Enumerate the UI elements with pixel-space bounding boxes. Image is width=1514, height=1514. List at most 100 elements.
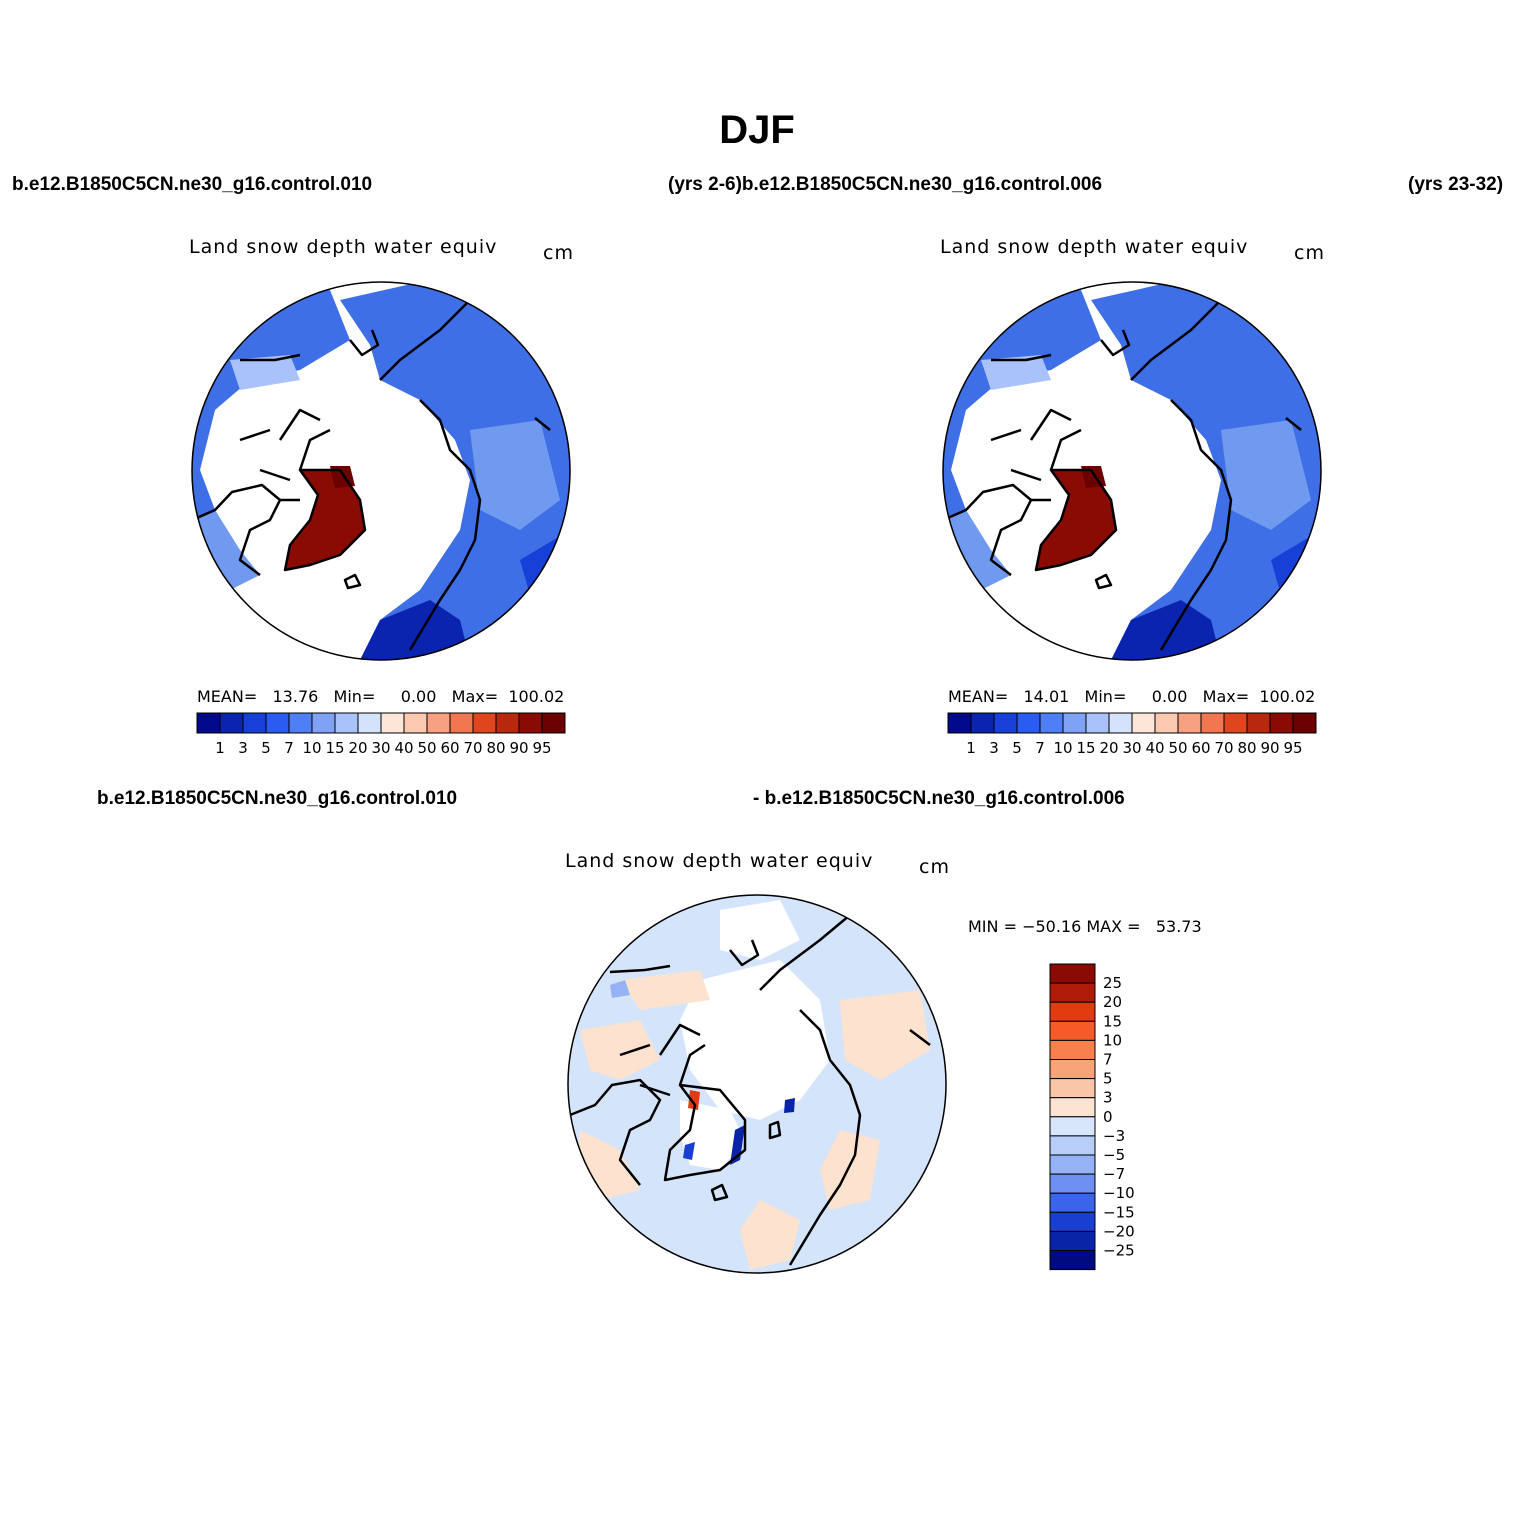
colorbar2-label: 15 xyxy=(1076,739,1095,757)
panel2-map xyxy=(943,282,1321,660)
colorbar3-swatch xyxy=(1049,1135,1096,1156)
colorbar2-swatch xyxy=(1200,712,1225,734)
colorbar1-label: 50 xyxy=(417,739,436,757)
colorbar2-swatch xyxy=(1246,712,1271,734)
colorbar1-swatch xyxy=(518,712,543,734)
colorbar1-label: 7 xyxy=(284,739,294,757)
colorbar1-swatch xyxy=(403,712,428,734)
colorbar1-swatch xyxy=(472,712,497,734)
colorbar1-label: 15 xyxy=(325,739,344,757)
colorbar1-label: 90 xyxy=(509,739,528,757)
colorbar3-label: 3 xyxy=(1103,1089,1113,1107)
colorbar2-swatch xyxy=(993,712,1018,734)
colorbar1-label: 3 xyxy=(238,739,248,757)
diff-right-header: - b.e12.B1850C5CN.ne30_g16.control.006 xyxy=(753,788,1125,809)
panel1-stats: MEAN= 13.76 Min= 0.00 Max= 100.02 xyxy=(197,687,565,706)
colorbar1-swatch xyxy=(334,712,359,734)
colorbar2-swatch xyxy=(1131,712,1156,734)
colorbar3-swatch xyxy=(1049,1230,1096,1252)
panel1-units: cm xyxy=(543,242,574,264)
colorbar2-swatch xyxy=(1085,712,1110,734)
colorbar1-label: 20 xyxy=(348,739,367,757)
colorbar3-swatch xyxy=(1049,1020,1096,1041)
colorbar3-label: −15 xyxy=(1103,1203,1135,1221)
colorbar1-label: 95 xyxy=(532,739,551,757)
colorbar1-swatch xyxy=(449,712,474,734)
colorbar1-label: 10 xyxy=(302,739,321,757)
colorbar1-swatch xyxy=(242,712,267,734)
colorbar2-swatch xyxy=(1108,712,1133,734)
colorbar1-swatch xyxy=(380,712,405,734)
colorbar3-label: −10 xyxy=(1103,1184,1135,1202)
colorbar2-swatch xyxy=(1062,712,1087,734)
colorbar2-swatch xyxy=(947,712,972,734)
panel1-map xyxy=(192,282,570,660)
colorbar2-swatch xyxy=(1269,712,1294,734)
diff-left-header: b.e12.B1850C5CN.ne30_g16.control.010 xyxy=(97,788,458,809)
colorbar1-label: 70 xyxy=(463,739,482,757)
years2-header: (yrs 23-32) xyxy=(1408,174,1504,195)
panel2-units: cm xyxy=(1294,242,1325,264)
colorbar2-swatch xyxy=(1292,712,1317,734)
colorbar2-swatch xyxy=(1039,712,1064,734)
colorbar2-swatch xyxy=(1177,712,1202,734)
colorbar2-label: 90 xyxy=(1260,739,1279,757)
colorbar2-label: 95 xyxy=(1283,739,1302,757)
panel1-coastlines xyxy=(192,299,551,651)
colorbar1-swatch xyxy=(495,712,520,734)
colorbar1-swatch xyxy=(288,712,313,734)
panel2-stats: MEAN= 14.01 Min= 0.00 Max= 100.02 xyxy=(948,687,1316,706)
colorbar1-label: 60 xyxy=(440,739,459,757)
colorbar2-label: 70 xyxy=(1214,739,1233,757)
colorbar3-label: 20 xyxy=(1103,993,1122,1011)
colorbar3-swatch xyxy=(1049,1154,1096,1175)
colorbar3-label: 5 xyxy=(1103,1070,1113,1088)
panel2-title: Land snow depth water equiv xyxy=(940,236,1249,258)
colorbar3-swatch xyxy=(1049,1192,1096,1213)
colorbar3-label: 10 xyxy=(1103,1031,1122,1049)
colorbar2-label: 50 xyxy=(1168,739,1187,757)
panel3-border xyxy=(567,894,947,1274)
colorbar3-swatch xyxy=(1049,1039,1096,1061)
colorbar2-label: 5 xyxy=(1012,739,1022,757)
colorbar2-label: 30 xyxy=(1122,739,1141,757)
colorbar3-swatch xyxy=(1049,1250,1096,1271)
panel3-title: Land snow depth water equiv xyxy=(565,850,874,872)
panel1-border xyxy=(191,281,571,661)
case2-header: (yrs 2-6)b.e12.B1850C5CN.ne30_g16.contro… xyxy=(668,174,1103,195)
colorbar3-swatch xyxy=(1049,1097,1096,1118)
colorbar3-label: −5 xyxy=(1103,1146,1125,1164)
colorbar2-label: 10 xyxy=(1053,739,1072,757)
colorbar1-swatch xyxy=(541,712,566,734)
case1-header: b.e12.B1850C5CN.ne30_g16.control.010 xyxy=(12,174,373,195)
panel2-border xyxy=(942,281,1322,661)
colorbar3-label: 25 xyxy=(1103,974,1122,992)
colorbar1-swatch xyxy=(311,712,336,734)
panel2-coastlines xyxy=(943,299,1302,651)
colorbar1-swatch xyxy=(357,712,382,734)
panel1-title: Land snow depth water equiv xyxy=(189,236,498,258)
colorbar2-swatch xyxy=(1154,712,1179,734)
panel3-stats: MIN = −50.16 MAX = 53.73 xyxy=(968,917,1202,936)
colorbar2-label: 40 xyxy=(1145,739,1164,757)
colorbar2-label: 80 xyxy=(1237,739,1256,757)
colorbar2-label: 1 xyxy=(966,739,976,757)
colorbar3-swatch xyxy=(1049,1173,1096,1194)
colorbar3-label: −3 xyxy=(1103,1127,1125,1145)
colorbar1-swatch xyxy=(196,712,221,734)
colorbar3-swatch xyxy=(1049,963,1096,984)
colorbar3-swatch xyxy=(1049,1001,1096,1022)
colorbar2-swatch xyxy=(1223,712,1248,734)
colorbar3-swatch xyxy=(1049,1211,1096,1232)
colorbar1-label: 1 xyxy=(215,739,225,757)
colorbar3-label: −25 xyxy=(1103,1242,1135,1260)
colorbar3-swatch xyxy=(1049,1116,1096,1137)
colorbar3-label: 7 xyxy=(1103,1051,1113,1069)
colorbar1-label: 5 xyxy=(261,739,271,757)
colorbar1-label: 80 xyxy=(486,739,505,757)
panel3-units: cm xyxy=(919,856,950,878)
colorbar1-label: 30 xyxy=(371,739,390,757)
colorbar3-label: 15 xyxy=(1103,1012,1122,1030)
